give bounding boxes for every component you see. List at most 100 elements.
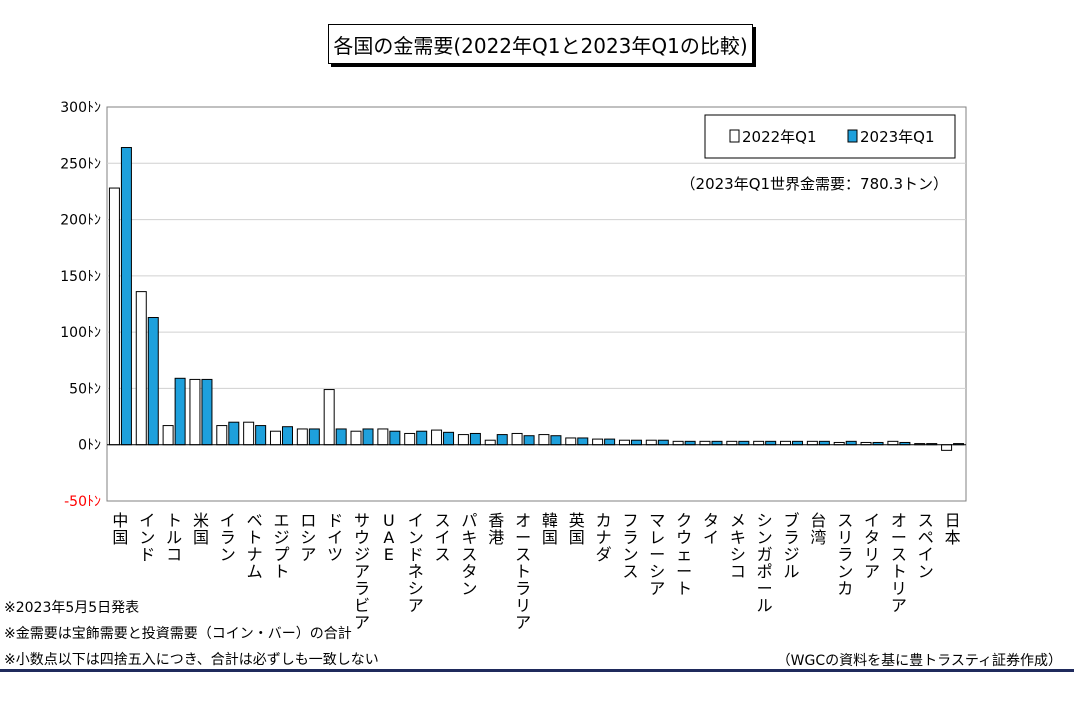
bar-2022q1 xyxy=(162,425,174,446)
x-category-label: ブラジル xyxy=(784,511,800,581)
bar-2022q1 xyxy=(753,440,765,446)
x-category-label: スリランカ xyxy=(837,511,853,598)
bar-2023q1 xyxy=(335,428,347,446)
bar-2022q1 xyxy=(269,430,281,446)
bar-2023q1 xyxy=(362,428,374,446)
y-tick-label: 200ﾄﾝ xyxy=(60,213,101,229)
bar-2022q1 xyxy=(699,440,711,446)
bar-2023q1 xyxy=(416,430,428,446)
bar-2022q1 xyxy=(484,439,496,446)
bar-2022q1 xyxy=(941,444,953,451)
x-category-label: クウェート xyxy=(676,511,692,598)
bar-2022q1 xyxy=(780,440,792,446)
note-definition: ※金需要は宝飾需要と投資需要（コイン・バー）の合計 xyxy=(4,626,352,642)
x-category-label: スイス xyxy=(435,511,451,564)
y-tick-label: 0ﾄﾝ xyxy=(78,438,101,454)
bar-2023q1 xyxy=(308,428,320,446)
bar-2022q1 xyxy=(189,378,201,446)
y-tick-label: 300ﾄﾝ xyxy=(60,100,101,116)
x-category-label: オーストリア xyxy=(891,511,907,615)
bar-2023q1 xyxy=(389,430,401,446)
bar-2022q1 xyxy=(592,438,604,446)
bar-2023q1 xyxy=(657,439,669,446)
x-category-label: ロシア xyxy=(300,511,316,564)
x-category-label: 韓国 xyxy=(542,511,558,547)
bar-2022q1 xyxy=(216,425,228,446)
legend-swatch-2022q1 xyxy=(729,129,740,143)
legend-label-2023q1: 2023年Q1 xyxy=(860,128,935,146)
bar-2022q1 xyxy=(672,440,684,446)
note-rounding: ※小数点以下は四捨五入につき、合計は必ずしも一致しない xyxy=(4,652,379,668)
x-category-label: スペイン xyxy=(918,511,934,581)
x-category-label: ベトナム xyxy=(247,511,263,581)
footer-divider xyxy=(0,669,1074,672)
x-category-label: イタリア xyxy=(864,511,880,581)
chart-title: 各国の金需要(2022年Q1と2023年Q1の比較) xyxy=(328,24,753,64)
bar-2022q1 xyxy=(350,430,362,446)
bar-2023q1 xyxy=(228,421,240,446)
bar-2023q1 xyxy=(281,426,293,446)
bar-2023q1 xyxy=(147,317,159,446)
bar-2022q1 xyxy=(377,428,389,446)
bar-2023q1 xyxy=(684,440,696,446)
bar-2023q1 xyxy=(550,435,562,446)
world-demand-annotation: （2023年Q1世界金需要：780.3トン） xyxy=(681,175,948,193)
x-category-label: エジプト xyxy=(273,511,289,581)
bar-2023q1 xyxy=(120,147,132,446)
x-category-label: 中国 xyxy=(112,511,128,547)
bar-2022q1 xyxy=(565,437,577,446)
x-category-label: マレーシア xyxy=(649,511,665,598)
bar-2023q1 xyxy=(711,440,723,446)
bar-2022q1 xyxy=(538,434,550,446)
bar-2022q1 xyxy=(645,439,657,446)
bar-2023q1 xyxy=(469,432,481,446)
x-category-label: サウジアラビア xyxy=(354,511,370,632)
bar-2022q1 xyxy=(726,440,738,446)
x-category-label: カナダ xyxy=(596,511,612,564)
bar-2023q1 xyxy=(443,431,455,446)
bar-2022q1 xyxy=(243,421,255,446)
x-category-label: オーストラリア xyxy=(515,511,531,632)
x-category-label: 英国 xyxy=(569,511,585,547)
x-category-label: ドイツ xyxy=(327,511,343,564)
bar-2022q1 xyxy=(618,439,630,446)
x-category-label: 香港 xyxy=(488,511,504,547)
bar-2023q1 xyxy=(818,440,830,446)
x-category-label: メキシコ xyxy=(730,511,746,581)
legend-box xyxy=(704,114,956,159)
note-release-date: ※2023年5月5日発表 xyxy=(4,600,140,616)
bar-2022q1 xyxy=(296,428,308,446)
x-category-label: イラン xyxy=(220,511,236,564)
x-category-label: フランス xyxy=(622,511,638,581)
x-category-label: 米国 xyxy=(193,511,209,547)
bar-chart: 300ﾄﾝ250ﾄﾝ200ﾄﾝ150ﾄﾝ100ﾄﾝ50ﾄﾝ0ﾄﾝ-50ﾄﾝ中国イ… xyxy=(60,100,967,632)
x-category-label: トルコ xyxy=(166,511,182,564)
y-tick-label: 100ﾄﾝ xyxy=(60,325,101,341)
bar-2022q1 xyxy=(457,434,469,446)
bar-2022q1 xyxy=(887,440,899,446)
bar-2022q1 xyxy=(431,429,443,446)
legend-label-2022q1: 2022年Q1 xyxy=(742,128,817,146)
bar-2023q1 xyxy=(765,440,777,446)
bar-2023q1 xyxy=(496,434,508,446)
bar-2023q1 xyxy=(738,440,750,446)
x-category-label: 台湾 xyxy=(810,511,826,547)
source-credit: （WGCの資料を基に豊トラスティ証券作成） xyxy=(776,653,1062,669)
bar-2023q1 xyxy=(845,440,857,446)
bar-2023q1 xyxy=(523,435,535,446)
bar-2023q1 xyxy=(577,437,589,446)
bar-2023q1 xyxy=(201,378,213,446)
y-tick-label: -50ﾄﾝ xyxy=(64,494,101,510)
bar-2023q1 xyxy=(604,438,616,446)
bar-2022q1 xyxy=(108,187,120,446)
legend-swatch-2023q1 xyxy=(847,129,858,143)
x-category-label: 日本 xyxy=(945,511,961,547)
x-category-label: インドネシア xyxy=(408,511,424,615)
bar-2022q1 xyxy=(806,440,818,446)
x-category-label: インド xyxy=(139,511,155,564)
y-tick-label: 250ﾄﾝ xyxy=(60,156,101,172)
bar-2022q1 xyxy=(511,432,523,446)
y-tick-label: 50ﾄﾝ xyxy=(69,381,101,397)
bar-2023q1 xyxy=(792,440,804,446)
